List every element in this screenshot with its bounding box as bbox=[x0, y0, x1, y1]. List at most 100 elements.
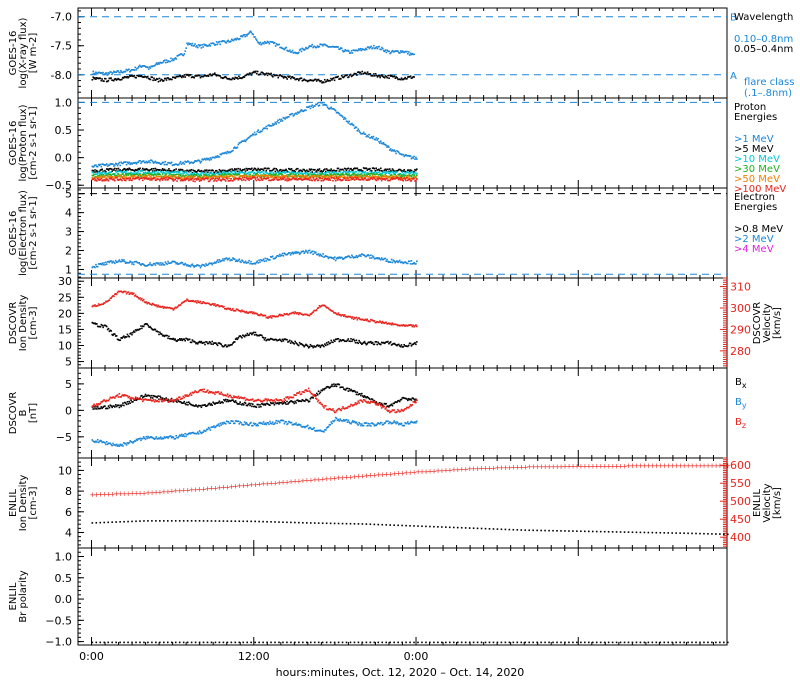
data-point bbox=[408, 173, 411, 175]
data-point bbox=[218, 305, 221, 308]
data-point bbox=[291, 112, 294, 115]
data-point bbox=[91, 171, 94, 174]
data-point bbox=[156, 168, 159, 171]
data-point bbox=[294, 175, 296, 178]
data-point bbox=[238, 75, 240, 78]
data-point bbox=[109, 297, 112, 300]
data-point bbox=[321, 175, 323, 178]
data-point bbox=[119, 169, 122, 171]
data-point bbox=[142, 263, 145, 266]
data-point bbox=[400, 176, 403, 179]
data-point bbox=[231, 399, 233, 402]
data-point bbox=[328, 46, 330, 48]
data-point bbox=[197, 44, 200, 46]
data-point bbox=[93, 322, 95, 325]
data-point bbox=[250, 74, 253, 76]
data-point bbox=[369, 176, 371, 179]
data-point bbox=[230, 344, 232, 346]
data-point bbox=[350, 388, 352, 391]
data-point bbox=[141, 174, 143, 177]
data-point bbox=[332, 171, 334, 174]
data-point bbox=[371, 173, 374, 175]
data-point bbox=[174, 77, 177, 79]
y-axis-title: [cm-2 s-1 sr-1] bbox=[28, 106, 39, 179]
data-point bbox=[138, 65, 140, 68]
data-point bbox=[178, 75, 180, 78]
data-point bbox=[323, 43, 325, 46]
data-point bbox=[413, 170, 415, 173]
data-point bbox=[95, 179, 97, 181]
data-point bbox=[201, 158, 204, 160]
data-point bbox=[273, 176, 276, 178]
data-point bbox=[310, 45, 313, 48]
data-point bbox=[94, 179, 96, 182]
data-point bbox=[301, 172, 304, 175]
data-point bbox=[261, 259, 264, 262]
data-point bbox=[105, 325, 108, 328]
data-point bbox=[345, 387, 348, 390]
data-point bbox=[110, 77, 112, 79]
data-point bbox=[133, 170, 136, 173]
data-point bbox=[257, 174, 259, 176]
data-point bbox=[394, 173, 396, 176]
data-point bbox=[343, 177, 346, 180]
data-point bbox=[294, 51, 297, 54]
data-point bbox=[92, 166, 95, 168]
data-point bbox=[299, 172, 302, 175]
data-point bbox=[146, 394, 149, 397]
data-point bbox=[159, 395, 161, 398]
data-point bbox=[199, 177, 202, 180]
data-point bbox=[258, 43, 261, 45]
data-point bbox=[121, 76, 124, 79]
data-point bbox=[249, 171, 251, 173]
data-point bbox=[319, 253, 322, 256]
data-point bbox=[169, 173, 171, 175]
data-point bbox=[375, 137, 378, 139]
data-point bbox=[284, 118, 287, 120]
data-point bbox=[215, 156, 218, 159]
data-point bbox=[406, 77, 408, 80]
data-point bbox=[119, 71, 121, 74]
data-point bbox=[378, 257, 380, 259]
data-point bbox=[372, 167, 375, 169]
data-point bbox=[123, 175, 126, 177]
data-point bbox=[416, 325, 418, 328]
data-point bbox=[132, 68, 135, 71]
data-point bbox=[106, 168, 109, 170]
data-point bbox=[167, 307, 169, 309]
data-point bbox=[301, 179, 304, 181]
data-point bbox=[254, 133, 257, 136]
data-point bbox=[137, 161, 140, 164]
data-point bbox=[98, 325, 101, 328]
data-point bbox=[273, 173, 276, 176]
data-point bbox=[333, 46, 336, 48]
data-point bbox=[93, 406, 95, 408]
data-point bbox=[140, 174, 142, 176]
data-point bbox=[361, 177, 364, 179]
data-point bbox=[283, 48, 286, 51]
data-point bbox=[112, 295, 114, 297]
data-point bbox=[391, 49, 394, 52]
data-point bbox=[238, 335, 241, 338]
data-point bbox=[149, 179, 151, 181]
data-point bbox=[139, 263, 141, 265]
data-point bbox=[225, 345, 228, 348]
data-point bbox=[167, 169, 169, 172]
data-point bbox=[113, 405, 115, 407]
data-point bbox=[113, 261, 115, 264]
data-point bbox=[402, 153, 405, 156]
data-point bbox=[158, 175, 160, 178]
data-point bbox=[165, 175, 168, 177]
data-point bbox=[266, 167, 268, 170]
data-point bbox=[250, 171, 252, 174]
data-point bbox=[111, 163, 113, 165]
data-point bbox=[368, 179, 370, 181]
data-point bbox=[210, 169, 213, 172]
data-point bbox=[178, 400, 181, 403]
data-point bbox=[177, 305, 179, 308]
data-point bbox=[404, 154, 406, 157]
data-point bbox=[405, 179, 407, 182]
data-point bbox=[282, 116, 285, 119]
data-point bbox=[221, 152, 223, 155]
data-point bbox=[306, 47, 308, 50]
